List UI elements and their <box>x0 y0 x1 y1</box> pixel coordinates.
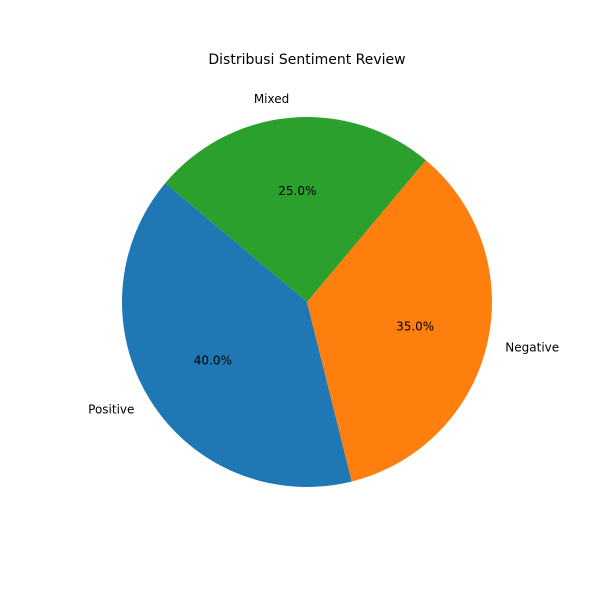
slice-label-negative: Negative <box>505 340 559 354</box>
slice-percent-positive: 40.0% <box>194 353 232 367</box>
slice-label-mixed: Mixed <box>254 92 289 106</box>
pie-slices <box>122 117 492 487</box>
slice-label-positive: Positive <box>88 402 134 416</box>
chart-title: Distribusi Sentiment Review <box>208 52 405 68</box>
pie-slice-mixed <box>165 117 426 302</box>
slice-percent-negative: 35.0% <box>396 319 434 333</box>
pie-slice-negative <box>307 160 492 482</box>
pie-slice-positive <box>122 183 352 487</box>
slice-percent-mixed: 25.0% <box>278 184 316 198</box>
pie-labels: Positive 40.0% Negative 35.0% Mixed 25.0% <box>88 92 559 417</box>
